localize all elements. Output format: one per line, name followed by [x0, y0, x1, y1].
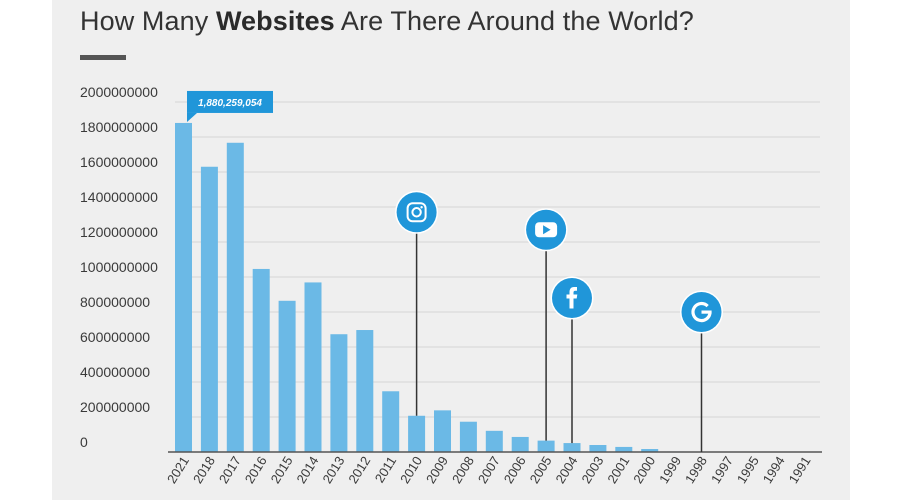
x-tick-label: 2008 — [449, 454, 477, 486]
callout-pointer — [187, 112, 197, 122]
y-tick-label: 1200000000 — [80, 224, 158, 240]
x-tick-label: 1994 — [760, 454, 788, 486]
title-prefix: How Many — [80, 6, 216, 36]
y-tick-label: 200000000 — [80, 399, 150, 415]
bar — [408, 415, 426, 452]
x-tick-label: 1998 — [682, 454, 710, 486]
google-arc — [691, 301, 712, 323]
y-tick-label: 400000000 — [80, 364, 150, 380]
y-tick-label: 1400000000 — [80, 189, 158, 205]
x-tick-label: 2018 — [190, 454, 218, 486]
bar — [459, 421, 477, 452]
instagram-dot — [420, 206, 423, 209]
instagram-frame — [406, 202, 427, 223]
x-tick-label: 2009 — [423, 454, 451, 486]
bar — [304, 282, 322, 452]
x-tick-label: 2010 — [397, 454, 425, 486]
bar — [226, 142, 244, 452]
y-tick-label: 1600000000 — [80, 154, 158, 170]
bar — [382, 391, 400, 452]
chart-title: How Many Websites Are There Around the W… — [80, 6, 694, 37]
y-tick-label: 0 — [80, 434, 88, 450]
x-tick-label: 2007 — [475, 454, 503, 486]
bar — [330, 334, 348, 452]
y-tick-label: 2000000000 — [80, 84, 158, 100]
youtube-play — [543, 225, 551, 235]
x-tick-label: 2004 — [552, 454, 580, 486]
x-tick-label: 2011 — [372, 454, 400, 486]
x-tick-label: 2000 — [630, 454, 658, 486]
bar — [175, 122, 192, 453]
y-tick-label: 1000000000 — [80, 259, 158, 275]
bar — [278, 300, 296, 452]
bar — [589, 445, 607, 452]
callout-box — [187, 90, 273, 113]
x-tick-label: 2013 — [319, 454, 347, 486]
x-tick-label: 1999 — [656, 454, 684, 486]
x-tick-label: 1991 — [786, 454, 814, 486]
data-label: 1,880,259,054 — [198, 98, 262, 109]
facebook-glyph — [566, 287, 578, 309]
instagram-icon — [395, 190, 439, 416]
bar — [356, 330, 374, 452]
x-tick-label: 2005 — [527, 454, 555, 486]
x-tick-label: 2012 — [345, 454, 373, 486]
bar — [485, 430, 503, 452]
bar — [252, 268, 270, 452]
data-label-callout: 1,880,259,054 — [187, 90, 273, 122]
x-tick-label: 2006 — [501, 454, 529, 486]
x-tick-label: 1997 — [708, 454, 736, 486]
x-tick-label: 2001 — [604, 454, 632, 486]
y-tick-label: 1800000000 — [80, 119, 158, 135]
x-tick-label: 2017 — [216, 454, 244, 486]
bar — [511, 436, 529, 452]
x-tick-label: 2003 — [578, 454, 606, 486]
x-tick-label: 2021 — [164, 454, 192, 486]
google-bar — [701, 310, 712, 314]
x-tick-label: 2014 — [293, 454, 321, 486]
x-tick-label: 2016 — [242, 454, 270, 486]
x-tick-label: 1995 — [734, 454, 762, 486]
instagram-lens — [411, 207, 422, 218]
bar — [200, 166, 218, 452]
google-icon — [680, 290, 723, 452]
facebook-icon — [550, 276, 594, 444]
bar — [641, 449, 659, 452]
bar — [563, 443, 581, 452]
title-suffix: Are There Around the World? — [334, 6, 694, 36]
bar — [537, 440, 555, 452]
y-tick-label: 600000000 — [80, 329, 150, 345]
bar — [434, 410, 451, 452]
bar — [615, 446, 633, 452]
title-underline — [80, 55, 126, 60]
y-tick-label: 800000000 — [80, 294, 150, 310]
icon-circle — [396, 192, 437, 233]
youtube-icon — [524, 208, 568, 441]
title-bold: Websites — [215, 6, 335, 36]
x-tick-label: 2015 — [268, 454, 296, 486]
